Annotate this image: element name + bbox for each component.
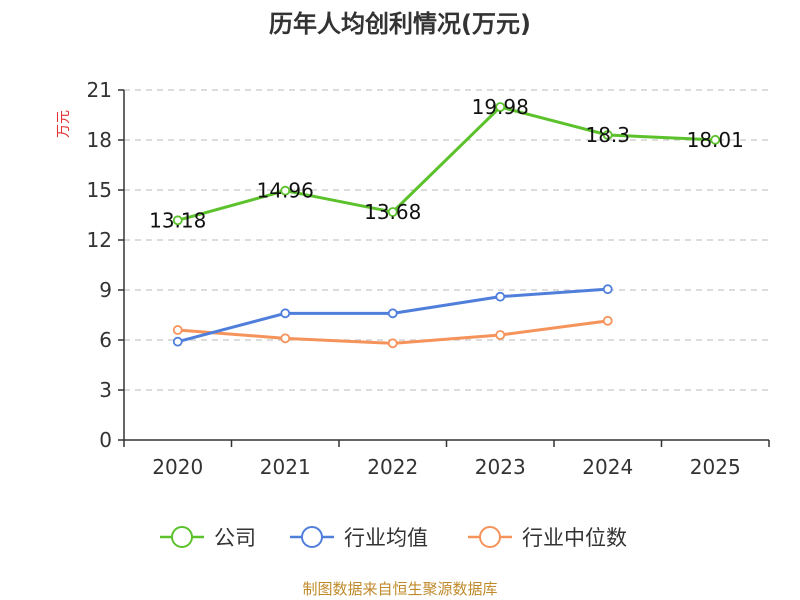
legend-marker (301, 526, 323, 548)
chart-title: 历年人均创利情况(万元) (269, 10, 531, 38)
legend-item[interactable]: 公司 (160, 526, 256, 550)
series-line (177, 105, 716, 222)
data-point[interactable] (387, 308, 398, 319)
data-label: 14.96 (257, 179, 314, 203)
data-point[interactable] (280, 185, 291, 196)
x-tick-label: 2020 (152, 455, 203, 479)
y-tick-label: 21 (87, 78, 112, 102)
data-label: 13.68 (364, 200, 421, 224)
y-tick-label: 12 (87, 228, 112, 252)
legend-marker (479, 526, 501, 548)
data-point[interactable] (495, 330, 506, 340)
legend-marker (171, 526, 193, 548)
y-tick-label: 18 (87, 128, 112, 152)
x-tick-label: 2021 (260, 455, 311, 479)
data-point[interactable] (602, 284, 613, 295)
data-point[interactable] (602, 315, 613, 326)
data-point[interactable] (172, 336, 183, 347)
axes: 0 3 6 9 12 15 18 21 2020 2021 2022 2023 2024 2025 (87, 78, 770, 479)
data-point[interactable] (172, 325, 183, 335)
y-tick-label: 0 (99, 428, 112, 452)
data-point[interactable] (495, 102, 506, 112)
data-label: 13.18 (149, 208, 206, 232)
legend-label: 公司 (214, 526, 256, 550)
x-tick-label: 2023 (475, 455, 526, 479)
x-tick-label: 2022 (367, 455, 418, 479)
y-tick-label: 15 (87, 178, 112, 202)
data-point[interactable] (387, 207, 398, 217)
y-tick-label: 9 (99, 278, 112, 302)
data-point[interactable] (280, 308, 291, 319)
grid-lines (124, 89, 769, 391)
x-tick-label: 2025 (690, 455, 741, 479)
y-axis-unit: 万元 (56, 110, 72, 138)
data-point[interactable] (172, 215, 183, 226)
data-label: 18.01 (687, 128, 744, 152)
x-tick-label: 2024 (582, 455, 633, 479)
data-point[interactable] (280, 333, 291, 344)
data-point[interactable] (387, 338, 398, 349)
legend[interactable]: 公司 行业均值 行业中位数 (160, 526, 627, 550)
y-tick-label: 6 (99, 328, 112, 352)
data-label: 19.98 (472, 95, 529, 119)
legend-item[interactable]: 行业中位数 (468, 526, 627, 550)
data-labels: 13.18 14.96 13.68 19.98 18.3 18.01 (149, 95, 744, 232)
legend-label: 行业中位数 (522, 526, 627, 550)
data-label: 18.3 (585, 123, 630, 147)
y-tick-label: 3 (99, 378, 112, 402)
data-point[interactable] (602, 130, 613, 140)
legend-item[interactable]: 行业均值 (290, 526, 428, 550)
data-point[interactable] (710, 134, 721, 145)
source-note: 制图数据来自恒生聚源数据库 (302, 580, 497, 598)
data-point[interactable] (495, 291, 506, 302)
legend-label: 行业均值 (344, 526, 428, 550)
series (172, 102, 721, 349)
